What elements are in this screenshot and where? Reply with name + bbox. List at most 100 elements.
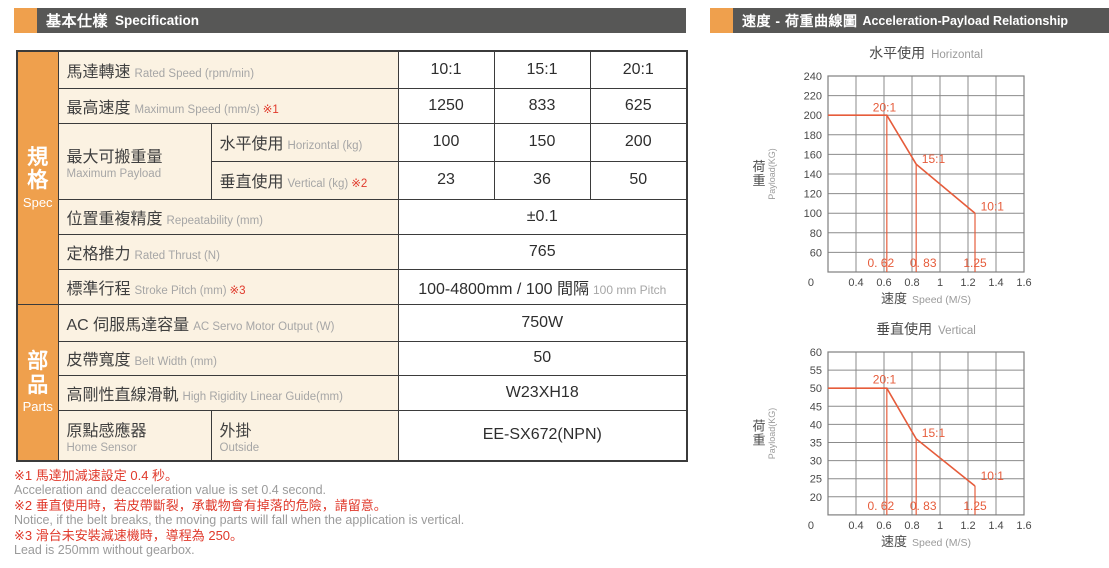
table-row: 垂直使用 Vertical (kg) ※2 23 36 50 [17,160,688,200]
svg-text:20: 20 [810,492,822,504]
value-cell: 1250 [397,87,495,124]
section-cell-spec: 規格 Spec [16,50,59,305]
svg-text:1.6: 1.6 [1016,520,1031,532]
value-cell: 20:1 [589,50,688,89]
value-cell: 100-4800mm / 100 間隔 100 mm Pitch [397,268,688,305]
section-label-en: Spec [22,194,53,210]
value-cell: 15:1 [493,50,591,89]
table-row: 高剛性直線滑軌 High Rigidity Linear Guide(mm) W2… [17,374,688,411]
svg-text:1: 1 [937,277,943,289]
value-cell: EE-SX672(NPN) [397,409,688,462]
label-cell-stroke-pitch: 標準行程 Stroke Pitch (mm) ※3 [57,268,399,305]
table-row: 最高速度 Maximum Speed (mm/s) ※1 1250 833 625 [17,87,688,124]
svg-text:15:1: 15:1 [922,152,946,166]
svg-text:荷重: 荷重 [752,159,765,188]
spec-header-bar: 基本仕樣 Specification [37,8,686,33]
value-cell: 10:1 [397,50,495,89]
svg-text:0.8: 0.8 [904,277,919,289]
svg-text:1.2: 1.2 [960,277,975,289]
section-label-zh: 規格 [27,145,49,193]
svg-text:20:1: 20:1 [873,372,897,386]
label-cell-max-speed: 最高速度 Maximum Speed (mm/s) ※1 [57,87,399,124]
table-row: 標準行程 Stroke Pitch (mm) ※3 100-4800mm / 100… [17,268,688,305]
svg-text:55: 55 [810,365,822,377]
svg-text:1.4: 1.4 [988,277,1003,289]
svg-text:50: 50 [810,383,822,395]
svg-text:0. 83: 0. 83 [910,256,937,270]
label-cell-repeatability: 位置重複精度 Repeatability (mm) [57,198,399,235]
svg-text:1.25: 1.25 [963,499,987,513]
value-cell: 50 [589,160,688,200]
svg-text:140: 140 [804,169,822,181]
spec-header-title-zh: 基本仕樣 [46,13,109,30]
chart-header-title-zh: 速度 - 荷重曲線圖 [742,12,858,29]
svg-text:0: 0 [808,520,814,532]
value-cell: 625 [589,87,688,124]
svg-text:1: 1 [937,520,943,532]
label-cell-home-sensor: 原點感應器 Home Sensor [57,409,212,462]
label-cell-vertical: 垂直使用 Vertical (kg) ※2 [210,160,399,200]
svg-text:1.2: 1.2 [960,520,975,532]
svg-text:160: 160 [804,149,822,161]
svg-text:220: 220 [804,91,822,103]
chart-header-bar: 速度 - 荷重曲線圖 Acceleration-Payload Relation… [733,8,1109,33]
label-cell-max-payload: 最大可搬重量 Maximum Payload [57,122,212,200]
section-cell-parts: 部品 Parts [16,303,59,462]
svg-text:0.6: 0.6 [876,520,891,532]
svg-text:10:1: 10:1 [981,199,1005,213]
table-row: 定格推力 Rated Thrust (N) 765 [17,233,688,270]
footnote-2-zh: ※2 垂直使用時，若皮帶斷裂，承載物會有掉落的危險，請留意。 [14,498,387,513]
specification-table: 規格 Spec 馬達轉速 Rated Speed (rpm/min) 10:1 1… [16,50,689,462]
svg-text:0. 83: 0. 83 [910,499,937,513]
footnote-3-zh: ※3 滑台未安裝減速機時，導程為 250。 [14,528,244,543]
svg-text:200: 200 [804,110,822,122]
label-cell-horizontal: 水平使用 Horizontal (kg) [210,122,399,162]
value-cell: 750W [397,303,688,342]
footnote-ref: ※2 [351,178,368,190]
footnote-1-en: Acceleration and deacceleration value is… [14,483,326,497]
spec-header-title-en: Specification [115,13,200,28]
footnotes: ※1 馬達加減速設定 0.4 秒。 Acceleration and deacc… [14,468,674,558]
value-cell: 50 [397,340,688,376]
chart-header-title-en: Acceleration-Payload Relationship [862,13,1069,28]
svg-text:荷重: 荷重 [752,418,765,447]
svg-text:0.4: 0.4 [848,520,863,532]
svg-text:25: 25 [810,474,822,486]
table-row: 原點感應器 Home Sensor 外掛 Outside EE-SX672(NPN) [17,409,688,462]
footnote-1-zh: ※1 馬達加減速設定 0.4 秒。 [14,468,179,483]
value-cell: 200 [589,122,688,162]
vertical-payload-chart: 60 55 50 45 40 35 30 25 20 0 0.4 0.6 0.8 1 1.2 1.4 1.6 0.… [752,321,1031,549]
value-cell: 833 [493,87,591,124]
svg-text:1.25: 1.25 [963,256,987,270]
value-cell: W23XH18 [397,374,688,411]
label-cell-linear-guide: 高剛性直線滑軌 High Rigidity Linear Guide(mm) [57,374,399,411]
table-row: 最大可搬重量 Maximum Payload 水平使用 Horizontal (kg… [17,122,688,200]
svg-text:0.8: 0.8 [904,520,919,532]
svg-text:35: 35 [810,438,822,450]
label-cell-rated-thrust: 定格推力 Rated Thrust (N) [57,233,399,270]
svg-text:0: 0 [808,277,814,289]
svg-text:0. 62: 0. 62 [867,256,894,270]
svg-text:100: 100 [804,208,822,220]
svg-text:Payload(KG): Payload(KG) [767,408,777,460]
table-row: 部品 Parts AC 伺服馬達容量 AC Servo Motor Output … [16,303,688,462]
section-label-en: Parts [22,399,53,415]
footnote-ref: ※3 [229,284,246,297]
svg-text:0.6: 0.6 [876,277,891,289]
svg-text:30: 30 [810,456,822,468]
table-row: 皮帶寬度 Belt Width (mm) 50 [17,340,688,376]
label-cell-belt-width: 皮帶寬度 Belt Width (mm) [57,340,399,376]
table-row: 位置重複精度 Repeatability (mm) ±0.1 [17,198,688,235]
svg-text:0.4: 0.4 [848,277,863,289]
value-cell: 36 [493,160,591,200]
horizontal-payload-chart: 240 220 200 180 160 140 120 100 80 60 0 0.4 0.6 0.8 1 1… [752,45,1031,306]
svg-text:240: 240 [804,71,822,83]
label-cell-rated-speed: 馬達轉速 Rated Speed (rpm/min) [57,50,399,89]
svg-text:1.6: 1.6 [1016,277,1031,289]
spec-section-header: 基本仕樣 Specification [14,8,686,33]
